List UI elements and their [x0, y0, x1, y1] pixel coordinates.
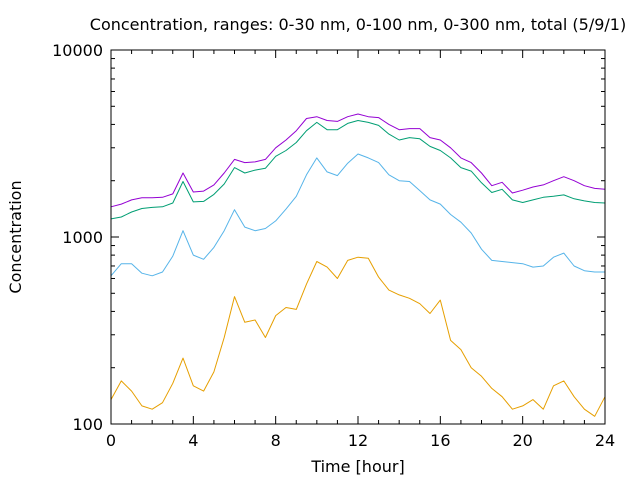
x-tick-label: 12 [348, 431, 368, 450]
y-tick-label: 100 [72, 415, 103, 434]
x-tick-label: 0 [106, 431, 116, 450]
y-tick-label: 10000 [52, 41, 103, 60]
x-tick-label: 16 [430, 431, 450, 450]
series-line-1 [110, 256, 606, 417]
y-axis-label: Concentration [6, 180, 25, 293]
series-line-2 [110, 153, 605, 277]
plot-frame [110, 49, 606, 425]
x-tick-label: 8 [271, 431, 281, 450]
chart-title: Concentration, ranges: 0-30 nm, 0-100 nm… [90, 15, 626, 34]
y-tick-label: 1000 [62, 228, 103, 247]
series-line-3 [110, 120, 606, 220]
x-tick-label: 4 [188, 431, 198, 450]
x-tick-label: 24 [595, 431, 615, 450]
x-tick-label: 20 [512, 431, 532, 450]
x-axis-label: Time [hour] [310, 457, 404, 476]
series-line-4 [110, 113, 606, 208]
y-axis: 100 1000 10000 [52, 41, 605, 434]
x-axis: 0 4 8 12 16 20 24 [106, 50, 615, 450]
plot-series [110, 113, 606, 417]
